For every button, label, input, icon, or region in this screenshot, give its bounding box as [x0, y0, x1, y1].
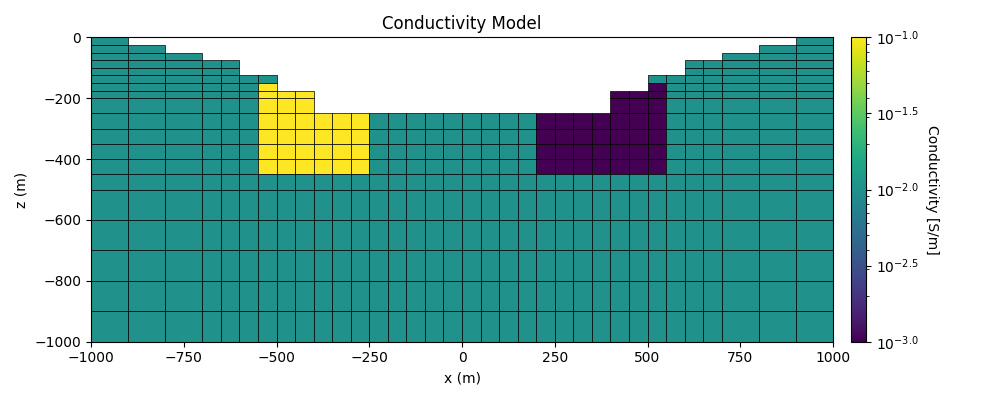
Y-axis label: Conductivity [S/m]: Conductivity [S/m]: [925, 125, 939, 254]
X-axis label: x (m): x (m): [444, 371, 481, 385]
Title: Conductivity Model: Conductivity Model: [382, 15, 542, 33]
Y-axis label: z (m): z (m): [15, 172, 29, 208]
